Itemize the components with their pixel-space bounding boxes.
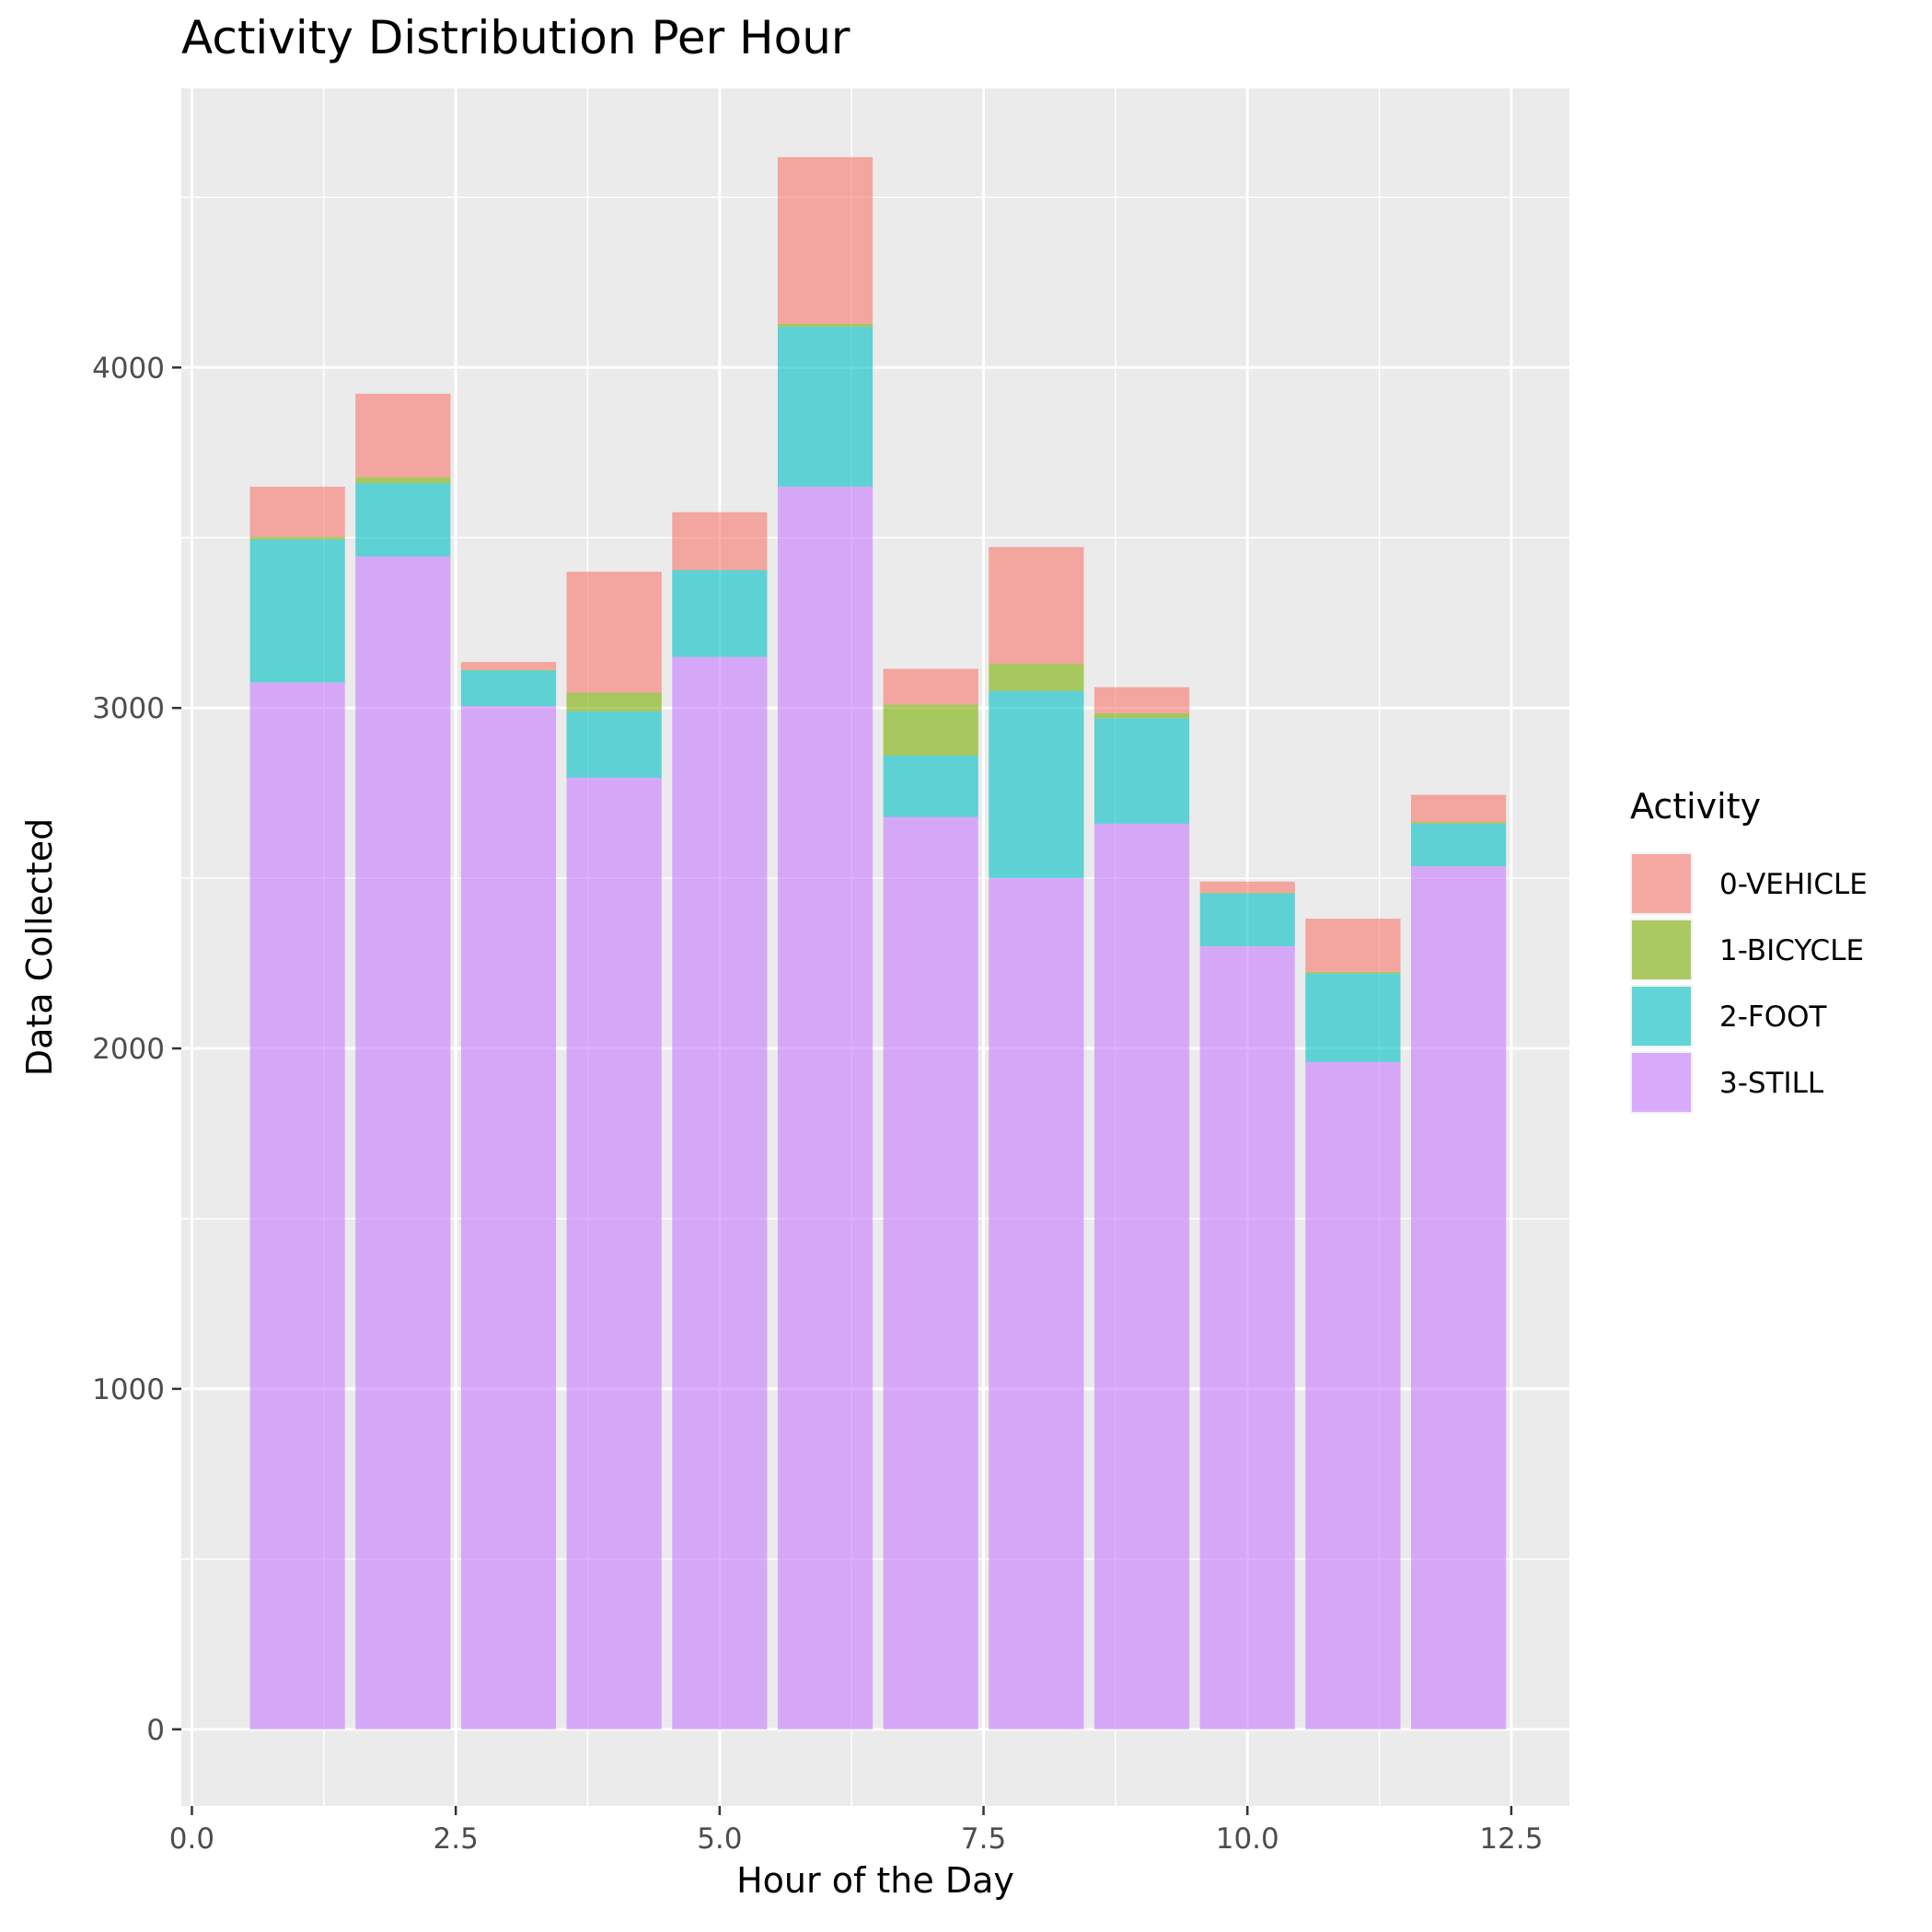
- bar-1-bicycle-hour-8: [989, 664, 1084, 691]
- bar-3-still-hour-8: [989, 878, 1084, 1730]
- legend-swatch-3-still: [1632, 1053, 1691, 1112]
- bar-2-foot-hour-5: [672, 570, 768, 657]
- bar-0-vehicle-hour-5: [672, 512, 768, 571]
- y-tick-label: 1000: [92, 1373, 165, 1406]
- bar-1-bicycle-hour-7: [883, 704, 978, 756]
- bar-2-foot-hour-8: [989, 690, 1084, 879]
- legend-label-0-vehicle: 0-VEHICLE: [1719, 868, 1868, 901]
- x-tick-label: 5.0: [697, 1822, 742, 1856]
- y-axis: 0 1000 2000 3000 4000: [92, 352, 181, 1747]
- bar-1-bicycle-hour-3: [460, 669, 557, 671]
- bar-2-foot-hour-6: [777, 326, 873, 487]
- legend-swatch-0-vehicle: [1632, 854, 1691, 913]
- bar-0-vehicle-hour-8: [989, 547, 1084, 665]
- bar-1-bicycle-hour-2: [355, 477, 451, 484]
- bar-1-bicycle-hour-1: [249, 537, 345, 540]
- x-axis: 0.0 2.5 5.0 7.5 10.0 12.5: [169, 1806, 1543, 1856]
- x-tick-label: 7.5: [961, 1822, 1006, 1856]
- bar-3-still-hour-1: [249, 682, 345, 1730]
- bar-1-bicycle-hour-12: [1410, 822, 1507, 824]
- bar-1-bicycle-hour-6: [777, 323, 873, 327]
- bar-3-still-hour-7: [883, 816, 978, 1730]
- x-tick-label: 2.5: [434, 1822, 479, 1856]
- bar-2-foot-hour-10: [1199, 893, 1295, 947]
- legend: Activity 0-VEHICLE 1-BICYCLE 2-FOOT 3-STILL: [1630, 786, 1868, 1114]
- bar-0-vehicle-hour-9: [1093, 687, 1190, 713]
- legend-swatch-1-bicycle: [1632, 920, 1691, 979]
- bar-0-vehicle-hour-10: [1199, 881, 1295, 894]
- bar-3-still-hour-12: [1410, 866, 1507, 1730]
- y-tick-label: 4000: [92, 352, 165, 385]
- bar-2-foot-hour-4: [566, 711, 662, 778]
- bar-3-still-hour-11: [1305, 1061, 1401, 1730]
- bar-3-still-hour-2: [355, 556, 451, 1730]
- legend-title: Activity: [1630, 786, 1761, 827]
- bar-1-bicycle-hour-4: [566, 692, 662, 711]
- bar-3-still-hour-5: [672, 656, 768, 1730]
- bar-3-still-hour-4: [566, 777, 662, 1730]
- y-tick-label: 0: [146, 1714, 165, 1747]
- bar-2-foot-hour-7: [883, 755, 978, 817]
- y-tick-label: 2000: [92, 1033, 165, 1066]
- legend-swatch-2-foot: [1632, 987, 1691, 1046]
- x-tick-label: 0.0: [169, 1822, 214, 1856]
- bar-0-vehicle-hour-7: [883, 668, 978, 705]
- bar-1-bicycle-hour-11: [1305, 971, 1401, 974]
- bars: [249, 156, 1507, 1730]
- bar-3-still-hour-10: [1199, 946, 1295, 1730]
- bar-2-foot-hour-2: [355, 483, 451, 557]
- bar-2-foot-hour-3: [460, 670, 557, 707]
- x-axis-title: Hour of the Day: [736, 1860, 1014, 1901]
- bar-1-bicycle-hour-9: [1093, 712, 1190, 719]
- x-tick-label: 10.0: [1216, 1822, 1279, 1856]
- y-axis-title: Data Collected: [19, 818, 60, 1076]
- bar-2-foot-hour-12: [1410, 823, 1507, 867]
- bar-3-still-hour-9: [1093, 823, 1190, 1730]
- bar-0-vehicle-hour-3: [460, 662, 557, 670]
- bar-0-vehicle-hour-1: [249, 486, 345, 538]
- legend-label-2-foot: 2-FOOT: [1719, 1001, 1828, 1034]
- bar-1-bicycle-hour-10: [1199, 893, 1295, 894]
- bar-0-vehicle-hour-6: [777, 156, 873, 324]
- bar-0-vehicle-hour-4: [566, 572, 662, 693]
- bar-2-foot-hour-9: [1093, 718, 1190, 824]
- legend-label-3-still: 3-STILL: [1719, 1067, 1824, 1100]
- bar-0-vehicle-hour-12: [1410, 794, 1507, 823]
- bar-3-still-hour-6: [777, 486, 873, 1730]
- y-tick-label: 3000: [92, 692, 165, 725]
- bar-0-vehicle-hour-2: [355, 393, 451, 478]
- bar-3-still-hour-3: [460, 706, 557, 1730]
- bar-2-foot-hour-1: [249, 539, 345, 683]
- chart-title: Activity Distribution Per Hour: [181, 11, 850, 64]
- x-tick-label: 12.5: [1479, 1822, 1543, 1856]
- legend-label-1-bicycle: 1-BICYCLE: [1719, 934, 1864, 967]
- bar-2-foot-hour-11: [1305, 973, 1401, 1062]
- bar-0-vehicle-hour-11: [1305, 919, 1401, 972]
